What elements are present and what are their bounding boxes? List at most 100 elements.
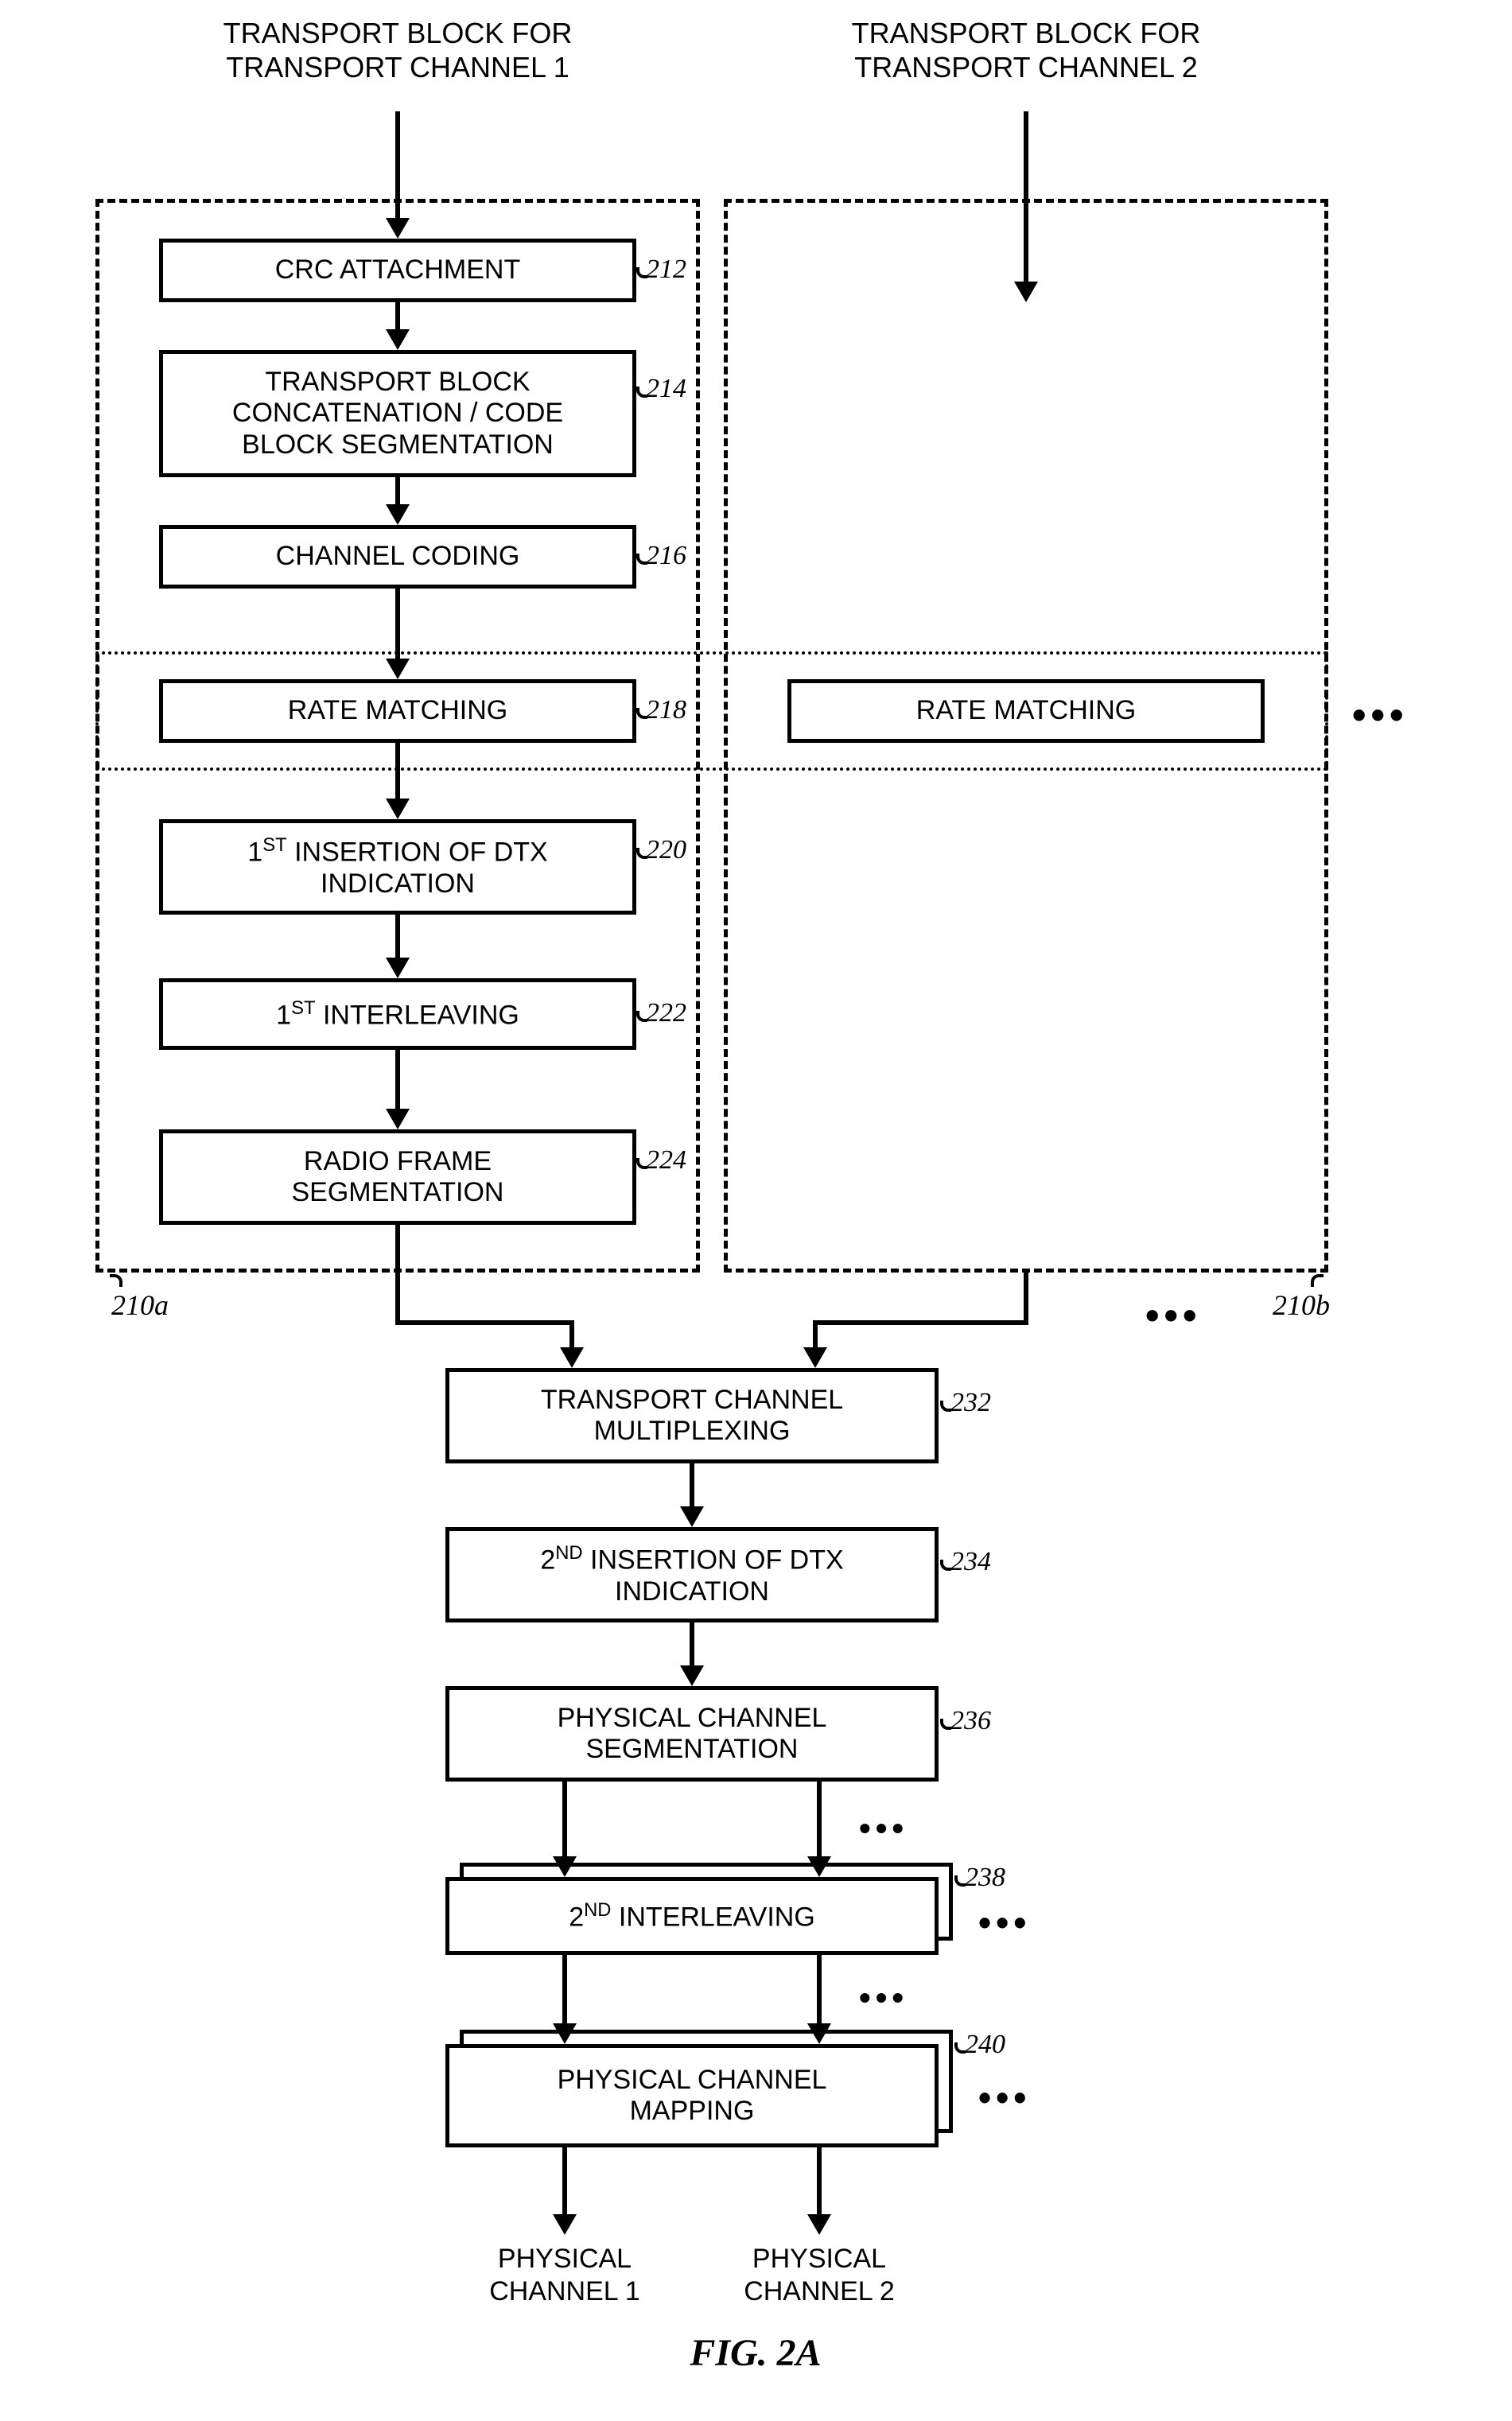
header-ch1-line1: TRANSPORT BLOCK FOR bbox=[223, 17, 573, 49]
arrow bbox=[817, 1782, 822, 1861]
arrow bbox=[395, 111, 400, 223]
dots-240: ••• bbox=[978, 2076, 1031, 2119]
arrow-head bbox=[807, 2023, 831, 2044]
out1-l1: PHYSICAL bbox=[498, 2244, 632, 2274]
ref-212: 212 bbox=[646, 255, 686, 285]
leader bbox=[954, 2042, 966, 2054]
ref-216: 216 bbox=[646, 541, 686, 571]
text-216: CHANNEL CODING bbox=[276, 541, 520, 572]
arrow-head bbox=[807, 2214, 831, 2235]
arrow-head bbox=[386, 659, 410, 679]
arrow-head bbox=[680, 1506, 704, 1527]
box-rate-matching-1: RATE MATCHING bbox=[159, 679, 636, 743]
arrow-head bbox=[386, 329, 410, 350]
dots-between-238-240: ••• bbox=[859, 1979, 908, 2017]
arrow-head bbox=[553, 1856, 577, 1877]
arrow-head bbox=[386, 1109, 410, 1129]
box-tb-concat: TRANSPORT BLOCKCONCATENATION / CODEBLOCK… bbox=[159, 350, 636, 477]
box-phys-seg: PHYSICAL CHANNELSEGMENTATION bbox=[445, 1686, 939, 1782]
arrow bbox=[817, 1955, 822, 2028]
leader bbox=[110, 1274, 122, 1287]
arrow-head bbox=[553, 2023, 577, 2044]
arrow bbox=[562, 2147, 567, 2219]
leader bbox=[940, 1719, 951, 1730]
arrow-head bbox=[807, 1856, 831, 1877]
arrow bbox=[1024, 111, 1028, 286]
text-222: 1ST INTERLEAVING bbox=[276, 997, 519, 1031]
dots-between-236-238: ••• bbox=[859, 1809, 908, 1848]
ref-232: 232 bbox=[950, 1388, 991, 1418]
figure-label: FIG. 2A bbox=[80, 2330, 1432, 2376]
arrow bbox=[395, 1225, 400, 1320]
ref-220: 220 bbox=[646, 835, 686, 865]
ref-240: 240 bbox=[965, 2030, 1005, 2060]
ref-224: 224 bbox=[646, 1145, 686, 1176]
ref-238: 238 bbox=[965, 1863, 1005, 1893]
ref-236: 236 bbox=[950, 1706, 991, 1736]
arrow bbox=[690, 1463, 694, 1511]
box-mapping: PHYSICAL CHANNELMAPPING bbox=[445, 2044, 939, 2147]
arrow bbox=[690, 1622, 694, 1670]
arrow-head bbox=[1014, 282, 1038, 302]
text-224: RADIO FRAMESEGMENTATION bbox=[292, 1146, 504, 1208]
dots-rate-matching: ••• bbox=[1352, 692, 1409, 738]
header-ch2: TRANSPORT BLOCK FOR TRANSPORT CHANNEL 2 bbox=[724, 16, 1328, 84]
arrow bbox=[395, 915, 400, 962]
arrow-head bbox=[386, 799, 410, 819]
fig-text: FIG. 2A bbox=[690, 2332, 821, 2374]
arrow-head bbox=[386, 958, 410, 978]
text-240: PHYSICAL CHANNELMAPPING bbox=[558, 2065, 827, 2127]
box-dtx1: 1ST INSERTION OF DTXINDICATION bbox=[159, 819, 636, 915]
ref-222: 222 bbox=[646, 998, 686, 1028]
ref-210a: 210a bbox=[111, 1288, 169, 1322]
box-radio-seg: RADIO FRAMESEGMENTATION bbox=[159, 1129, 636, 1225]
box-channel-coding: CHANNEL CODING bbox=[159, 525, 636, 589]
ref-234: 234 bbox=[950, 1547, 991, 1577]
output-phys2: PHYSICAL CHANNEL 2 bbox=[700, 2243, 939, 2308]
header-ch2-line2: TRANSPORT CHANNEL 2 bbox=[854, 51, 1197, 84]
out2-l1: PHYSICAL bbox=[752, 2244, 886, 2274]
arrow-head bbox=[386, 504, 410, 525]
text-236: PHYSICAL CHANNELSEGMENTATION bbox=[558, 1703, 827, 1765]
text-214: TRANSPORT BLOCKCONCATENATION / CODEBLOCK… bbox=[232, 367, 563, 460]
text-232: TRANSPORT CHANNELMULTIPLEXING bbox=[541, 1385, 843, 1447]
ref-214: 214 bbox=[646, 374, 686, 404]
box-tch-mux: TRANSPORT CHANNELMULTIPLEXING bbox=[445, 1368, 939, 1463]
arrow bbox=[395, 1050, 400, 1113]
leader bbox=[940, 1560, 951, 1571]
arrow bbox=[562, 1782, 567, 1861]
header-ch2-line1: TRANSPORT BLOCK FOR bbox=[852, 17, 1201, 49]
dots-238: ••• bbox=[978, 1901, 1031, 1944]
h-line bbox=[395, 1320, 574, 1325]
arrow-head bbox=[803, 1347, 827, 1368]
dots-panels: ••• bbox=[1145, 1292, 1202, 1339]
text-218b: RATE MATCHING bbox=[916, 695, 1136, 726]
arrow-head bbox=[553, 2214, 577, 2235]
arrow bbox=[562, 1955, 567, 2028]
arrow-head bbox=[386, 218, 410, 239]
arrow bbox=[395, 743, 400, 803]
box-interleave1: 1ST INTERLEAVING bbox=[159, 978, 636, 1050]
out2-l2: CHANNEL 2 bbox=[744, 2276, 895, 2306]
header-ch1-line2: TRANSPORT CHANNEL 1 bbox=[226, 51, 569, 84]
leader bbox=[954, 1875, 966, 1887]
flowchart-root: TRANSPORT BLOCK FOR TRANSPORT CHANNEL 1 … bbox=[80, 64, 1432, 2354]
ref-218: 218 bbox=[646, 695, 686, 725]
h-line bbox=[813, 1320, 1028, 1325]
text-238: 2ND INTERLEAVING bbox=[569, 1899, 815, 1933]
text-220: 1ST INSERTION OF DTXINDICATION bbox=[247, 834, 547, 900]
text-234: 2ND INSERTION OF DTXINDICATION bbox=[540, 1542, 843, 1607]
box-interleave2: 2ND INTERLEAVING bbox=[445, 1877, 939, 1955]
output-phys1: PHYSICAL CHANNEL 1 bbox=[445, 2243, 684, 2308]
header-ch1: TRANSPORT BLOCK FOR TRANSPORT CHANNEL 1 bbox=[95, 16, 700, 84]
leader bbox=[940, 1401, 951, 1412]
arrow-head bbox=[560, 1347, 584, 1368]
ref-210b: 210b bbox=[1273, 1288, 1330, 1322]
leader bbox=[1311, 1274, 1323, 1287]
out1-l2: CHANNEL 1 bbox=[489, 2276, 640, 2306]
text-crc: CRC ATTACHMENT bbox=[275, 255, 521, 286]
arrow bbox=[1024, 1273, 1028, 1320]
box-rate-matching-2: RATE MATCHING bbox=[787, 679, 1265, 743]
arrow bbox=[817, 2147, 822, 2219]
arrow-head bbox=[680, 1665, 704, 1686]
